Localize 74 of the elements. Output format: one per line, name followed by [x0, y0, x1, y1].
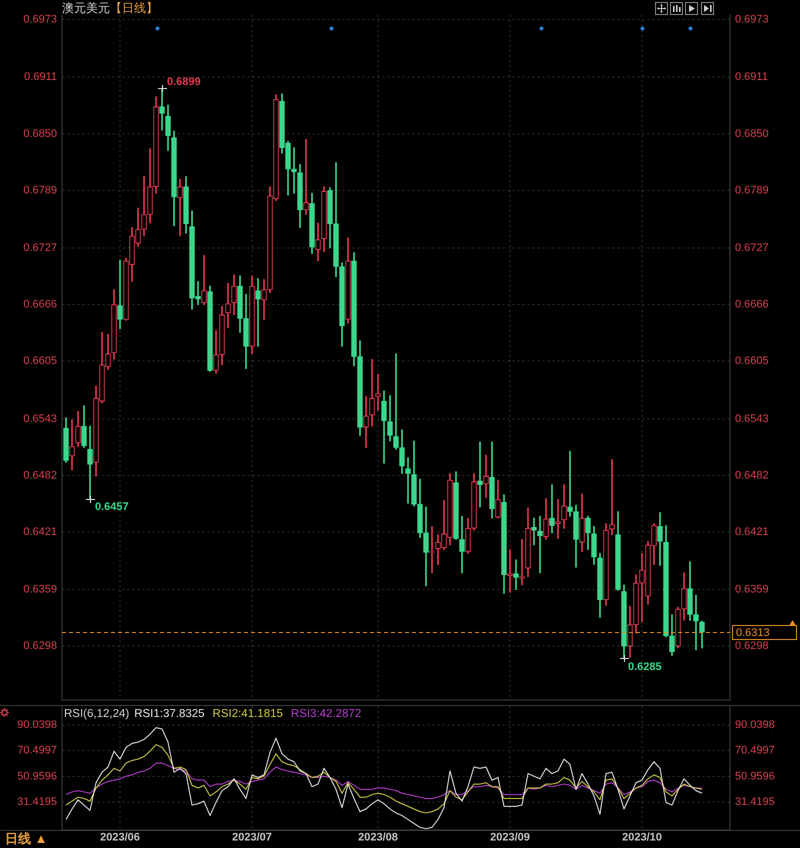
- candlestick: [201, 255, 207, 305]
- y-tick-label: 0.6973: [23, 14, 57, 26]
- y2-tick-label: 0.6973: [735, 14, 769, 26]
- y2-tick-label: 70.4997: [735, 744, 775, 757]
- y2-tick-label: 0.6789: [735, 184, 769, 196]
- candlestick: [159, 88, 165, 130]
- candlestick: [363, 396, 369, 448]
- y-tick-label: 0.6666: [23, 298, 57, 311]
- candlestick: [69, 419, 75, 470]
- y-tick-label: 0.6850: [23, 128, 57, 140]
- y2-tick-label: 0.6359: [735, 584, 769, 596]
- y2-tick-label: 0.6666: [735, 298, 769, 311]
- chart-subtitle: 【日线】: [110, 1, 158, 15]
- candlestick: [177, 178, 183, 236]
- candlestick: [531, 518, 537, 546]
- candlestick: [513, 560, 519, 590]
- candlestick: [477, 442, 483, 508]
- y-tick-label: 50.9596: [17, 770, 57, 782]
- y-tick-label: 0.6421: [23, 526, 57, 538]
- y2-tick-label: 0.6911: [735, 71, 768, 84]
- text: 日线 ▲: [5, 831, 48, 846]
- candlestick: [393, 353, 399, 450]
- candlestick: [459, 516, 465, 574]
- x-tick-label: 2023/07: [232, 832, 272, 844]
- candlestick: [483, 454, 489, 498]
- y-tick-label: 0.6911: [24, 71, 57, 84]
- series-label: RSI1:37.8325: [134, 708, 205, 720]
- annotation: 0.6457: [95, 501, 129, 514]
- candlestick: [693, 594, 699, 650]
- candlestick: [375, 374, 381, 411]
- x-tick-label: 2023/10: [622, 832, 662, 844]
- y2-tick-label: 31.4195: [735, 796, 775, 808]
- annotation: 0.6285: [628, 661, 662, 674]
- y-tick-label: 31.4195: [17, 796, 57, 808]
- candlestick: [609, 459, 615, 536]
- candlestick: [537, 516, 543, 574]
- y-tick-label: 0.6543: [23, 412, 57, 425]
- candlestick: [291, 147, 297, 194]
- y-tick-label: 0.6789: [23, 184, 57, 196]
- candlestick: [405, 457, 411, 504]
- y-tick-label: 70.4997: [17, 744, 57, 757]
- legend-title: RSI(6,12,24): [64, 708, 130, 720]
- candlestick: [255, 278, 261, 347]
- y2-tick-label: 0.6543: [735, 412, 769, 425]
- y2-tick-label: 90.0398: [735, 719, 775, 732]
- text: RSI3:42.2872: [290, 708, 362, 720]
- y2-tick-label: 0.6850: [735, 128, 769, 140]
- y2-tick-label: 0.6727: [735, 242, 769, 254]
- y2-tick-label: 0.6482: [735, 469, 769, 482]
- candlestick: [519, 539, 525, 586]
- candlestick: [423, 506, 429, 586]
- candlestick: [225, 282, 231, 328]
- x-tick-label: 2023/08: [358, 832, 398, 844]
- candlestick: [303, 139, 309, 215]
- y-tick-label: 0.6482: [23, 469, 57, 482]
- y-tick-label: 90.0398: [17, 719, 57, 732]
- y2-tick-label: 0.6298: [735, 640, 769, 652]
- x-tick-label: 2023/09: [490, 832, 530, 844]
- y-tick-label: 0.6298: [23, 640, 57, 652]
- y2-tick-label: 50.9596: [735, 770, 775, 782]
- candlestick: [117, 260, 123, 330]
- y-tick-label: 0.6359: [23, 584, 57, 596]
- x-tick-label: 2023/06: [100, 832, 140, 844]
- annotation: 0.6899: [167, 76, 201, 89]
- y-tick-label: 0.6727: [23, 242, 57, 254]
- text: RSI2:41.1815: [212, 708, 283, 720]
- y2-tick-label: 0.6421: [735, 526, 769, 538]
- candlestick: [567, 450, 573, 517]
- ref-line-label: 0.6313: [736, 627, 770, 640]
- candlestick: [87, 426, 93, 499]
- y2-tick-label: 0.6605: [735, 355, 769, 368]
- y-tick-label: 0.6605: [23, 355, 57, 368]
- candlestick: [549, 484, 555, 534]
- chart-title: 澳元美元: [62, 1, 110, 15]
